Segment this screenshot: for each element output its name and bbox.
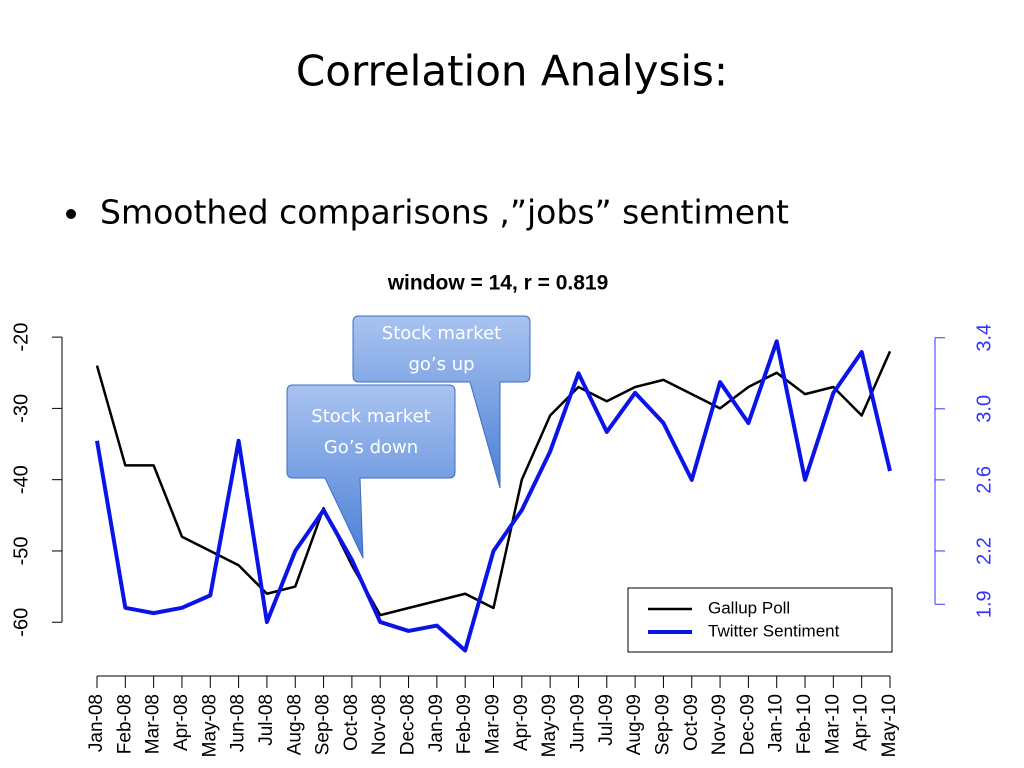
legend-label: Twitter Sentiment <box>708 621 840 640</box>
bullet-text: Smoothed comparisons ,”jobs” sentiment <box>100 193 789 232</box>
x-tick-label: Aug-08 <box>284 694 305 755</box>
y2-tick-label: 1.9 <box>973 590 995 618</box>
x-tick-label: Feb-09 <box>454 694 475 754</box>
y2-tick-label: 3.4 <box>973 324 995 352</box>
y2-tick-label: 3.0 <box>973 395 995 423</box>
x-tick-label: Jan-10 <box>766 694 787 752</box>
x-tick-label: Jun-09 <box>567 694 588 752</box>
x-tick-label: Oct-08 <box>341 694 362 751</box>
x-tick-label: Mar-10 <box>822 694 843 754</box>
y-tick-label: -60 <box>10 608 32 637</box>
x-tick-label: Aug-09 <box>624 694 645 755</box>
x-tick-label: Nov-08 <box>369 694 390 755</box>
callout-shape <box>352 315 531 489</box>
callouts: Stock market Go’s down Stock market go’s up <box>286 315 531 559</box>
x-tick-label: Feb-10 <box>794 694 815 754</box>
x-tick-label: Jun-08 <box>228 694 249 752</box>
series-line <box>95 350 892 617</box>
x-tick-label: Dec-09 <box>737 694 758 755</box>
x-tick-label: May-08 <box>199 694 220 757</box>
x-tick-label: Sep-09 <box>652 694 673 755</box>
callout-text: Go’s down <box>324 437 418 458</box>
callout-text: go’s up <box>408 354 474 375</box>
x-tick-label: Jan-08 <box>86 694 107 752</box>
x-tick-label: Apr-10 <box>851 694 872 751</box>
x-tick-label: Apr-09 <box>511 694 532 751</box>
y-tick-label: -30 <box>10 394 32 423</box>
x-tick-label: Jul-09 <box>596 694 617 746</box>
series-line <box>95 339 892 653</box>
x-tick-label: Sep-08 <box>313 694 334 755</box>
x-tick-label: Apr-08 <box>171 694 192 751</box>
legend-box <box>627 587 893 653</box>
x-tick-label: Nov-09 <box>709 694 730 755</box>
y2-tick-label: 2.2 <box>973 537 995 565</box>
callout-text: Stock market <box>311 406 430 427</box>
plot: -20 -30 -40 -50 -60 3.4 3.0 2.6 2.2 1.9 Jan-08 Feb-… <box>10 323 995 758</box>
x-tick-label: Dec-08 <box>398 694 419 755</box>
x-tick-label: Mar-08 <box>143 694 164 754</box>
bullet-dot <box>66 209 76 219</box>
x-tick-label: Mar-09 <box>483 694 504 754</box>
x-tick-label: Jul-08 <box>256 694 277 746</box>
callout-shape <box>286 384 456 559</box>
slide-title: Correlation Analysis: <box>296 47 728 96</box>
x-tick-label: May-09 <box>539 694 560 757</box>
y2-tick-label: 2.6 <box>973 466 995 494</box>
y-tick-label: -40 <box>10 465 32 494</box>
chart-title: window = 14, r = 0.819 <box>387 272 609 295</box>
callout-text: Stock market <box>382 323 501 344</box>
y-tick-label: -50 <box>10 537 32 566</box>
x-tick-label: Feb-08 <box>114 694 135 754</box>
x-tick-label: May-10 <box>879 694 900 757</box>
y-tick-label: -20 <box>10 323 32 352</box>
legend-label: Gallup Poll <box>708 598 790 617</box>
x-tick-label: Oct-09 <box>681 694 702 751</box>
x-tick-label: Jan-09 <box>426 694 447 752</box>
